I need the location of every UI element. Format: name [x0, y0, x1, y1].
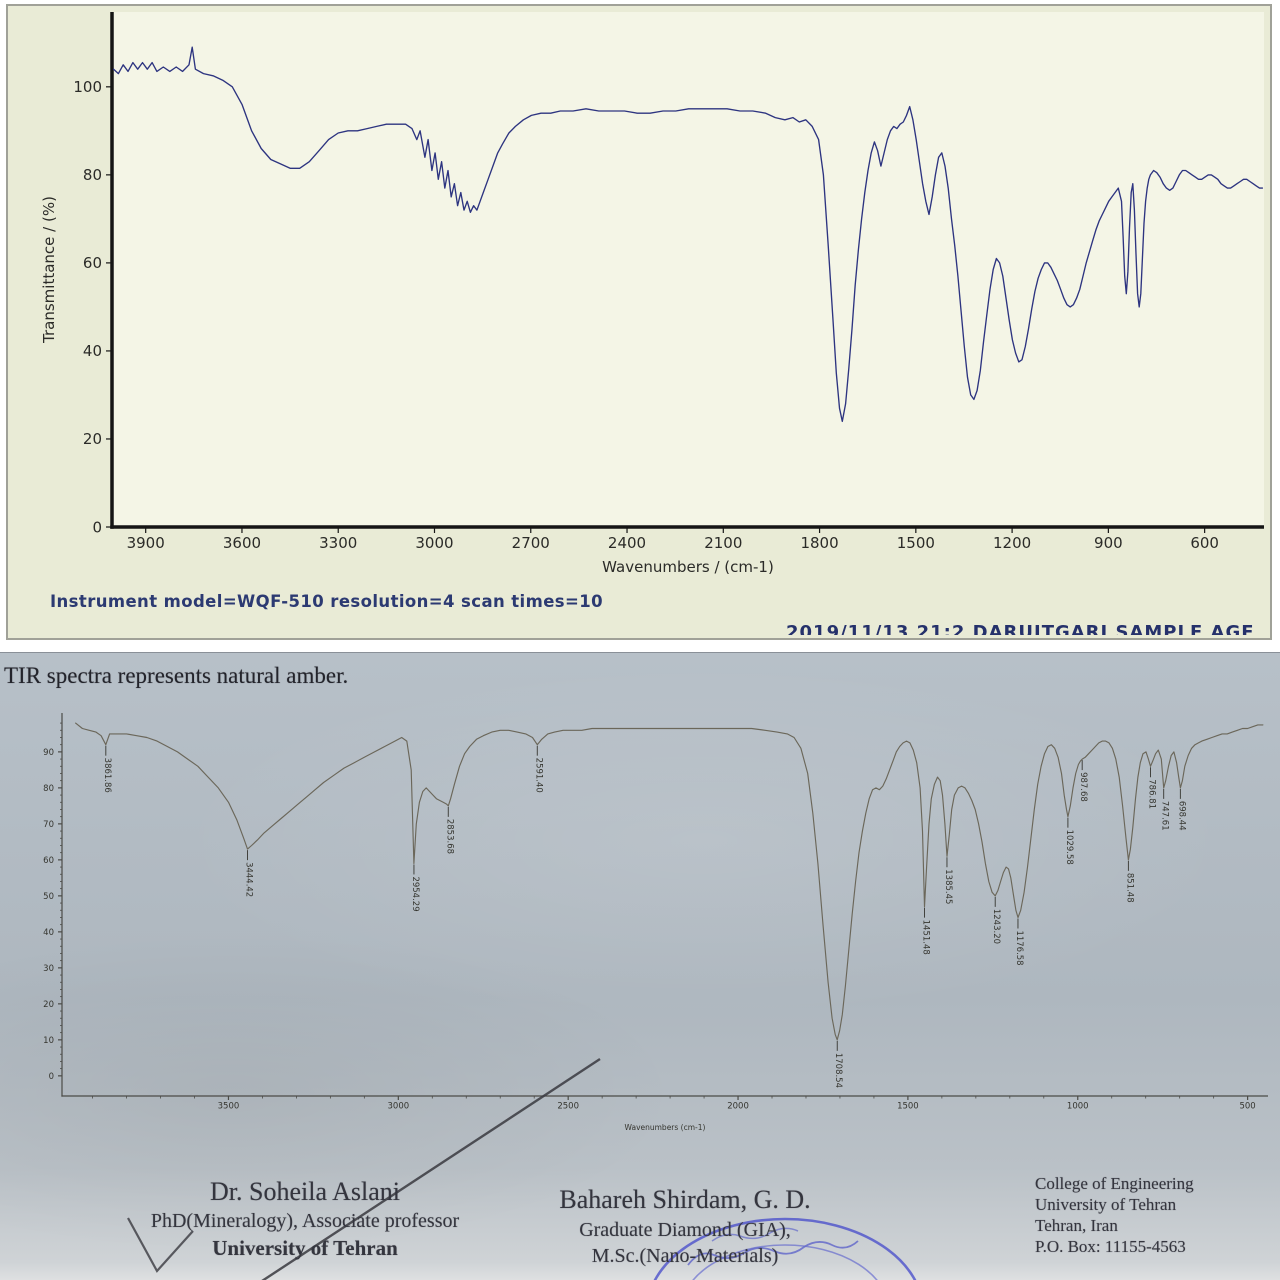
address-line: Tehran, Iran: [1035, 1216, 1118, 1235]
signature-middle: Bahareh Shirdam, G. D. Graduate Diamond …: [520, 1185, 850, 1268]
signer-affiliation: University of Tehran: [212, 1236, 398, 1260]
svg-text:786.81: 786.81: [1146, 779, 1156, 809]
svg-text:70: 70: [43, 820, 54, 830]
svg-text:1800: 1800: [800, 534, 838, 552]
address-line: College of Engineering: [1035, 1174, 1194, 1193]
footer-timestamp-clipped: 2019/11/13 21:2 DARUITGARI SAMPLE AGE: [786, 622, 1255, 635]
svg-text:600: 600: [1190, 534, 1219, 552]
svg-text:3861.86: 3861.86: [102, 758, 112, 793]
amber-document-panel: TIR spectra represents natural amber. 35…: [0, 652, 1280, 1280]
ftir-instrument-panel: 3900 3600 3300 3000 2700 2400 2100 1800 1500 1200…: [6, 4, 1272, 640]
svg-text:698.44: 698.44: [1176, 801, 1186, 831]
signature-left: Dr. Soheila Aslani PhD(Mineralogy), Asso…: [90, 1177, 520, 1261]
svg-text:987.68: 987.68: [1078, 772, 1088, 802]
ftir-spectrum-chart-bottom: 3500 3000 2500 2000 1500 1000 500 0 10 20 30 40 50 60…: [43, 713, 1268, 1280]
svg-text:3900: 3900: [127, 534, 165, 552]
address-line: P.O. Box: 11155-4563: [1035, 1237, 1186, 1256]
svg-text:50: 50: [43, 892, 54, 902]
svg-text:900: 900: [1094, 534, 1123, 552]
svg-text:3000: 3000: [415, 534, 453, 552]
svg-text:60: 60: [43, 856, 54, 866]
svg-text:40: 40: [83, 342, 102, 360]
caption-text: TIR spectra represents natural amber.: [4, 663, 349, 688]
svg-text:747.61: 747.61: [1160, 801, 1170, 831]
svg-text:1176.58: 1176.58: [1014, 930, 1024, 965]
svg-text:20: 20: [43, 1000, 54, 1010]
pen-stroke: [261, 1057, 601, 1280]
signer-name: Dr. Soheila Aslani: [210, 1177, 400, 1206]
chart1-frame: 3900 3600 3300 3000 2700 2400 2100 1800 1500 1200…: [6, 4, 1272, 640]
svg-text:2853.68: 2853.68: [444, 819, 454, 854]
svg-text:1243.20: 1243.20: [991, 909, 1001, 944]
svg-text:500: 500: [1239, 1102, 1255, 1112]
svg-text:3444.42: 3444.42: [243, 862, 253, 897]
svg-text:1500: 1500: [897, 534, 935, 552]
svg-text:20: 20: [83, 430, 102, 448]
signer-title: Graduate Diamond (GIA),: [579, 1219, 791, 1241]
svg-text:90: 90: [43, 748, 54, 758]
address-block: College of Engineering University of Teh…: [1035, 1173, 1275, 1257]
svg-text:3500: 3500: [218, 1102, 240, 1112]
svg-text:1451.48: 1451.48: [921, 920, 931, 955]
signer-title: PhD(Mineralogy), Associate professor: [150, 1210, 460, 1232]
svg-text:2700: 2700: [512, 534, 550, 552]
svg-text:3300: 3300: [319, 534, 357, 552]
signer-name: Bahareh Shirdam, G. D.: [559, 1185, 811, 1214]
svg-text:30: 30: [43, 964, 54, 974]
svg-text:1500: 1500: [897, 1102, 919, 1112]
signer-degree: M.Sc.(Nano-Materials): [591, 1245, 779, 1267]
svg-text:40: 40: [43, 928, 54, 938]
svg-text:2100: 2100: [704, 534, 742, 552]
svg-text:851.48: 851.48: [1124, 873, 1134, 903]
svg-text:10: 10: [43, 1036, 54, 1046]
svg-text:1200: 1200: [993, 534, 1031, 552]
svg-text:3000: 3000: [388, 1102, 410, 1112]
svg-text:2954.29: 2954.29: [410, 876, 420, 911]
svg-text:80: 80: [43, 784, 54, 794]
instrument-info-line: Instrument model=WQF-510 resolution=4 sc…: [50, 592, 603, 611]
svg-text:2500: 2500: [557, 1102, 579, 1112]
svg-text:0: 0: [92, 518, 102, 536]
svg-text:1029.58: 1029.58: [1064, 830, 1074, 865]
svg-text:1000: 1000: [1067, 1102, 1089, 1112]
svg-text:Transmittance / (%): Transmittance / (%): [40, 196, 58, 344]
svg-text:3600: 3600: [223, 534, 261, 552]
ftir-spectrum-chart-top: 3900 3600 3300 3000 2700 2400 2100 1800 1500 1200…: [40, 12, 1264, 576]
svg-text:60: 60: [83, 254, 102, 272]
svg-text:2400: 2400: [608, 534, 646, 552]
stamp-icon: [653, 1217, 917, 1280]
checkmark-stroke: [127, 1217, 194, 1273]
svg-text:80: 80: [83, 166, 102, 184]
svg-text:2000: 2000: [727, 1102, 749, 1112]
svg-text:0: 0: [49, 1072, 54, 1082]
svg-text:1708.54: 1708.54: [833, 1053, 843, 1088]
svg-text:1385.45: 1385.45: [943, 869, 953, 904]
svg-text:2591.40: 2591.40: [533, 758, 543, 793]
svg-text:Wavenumbers / (cm-1): Wavenumbers / (cm-1): [602, 558, 774, 576]
address-line: University of Tehran: [1035, 1195, 1177, 1214]
svg-text:Wavenumbers (cm-1): Wavenumbers (cm-1): [625, 1123, 706, 1132]
svg-text:100: 100: [73, 78, 102, 96]
